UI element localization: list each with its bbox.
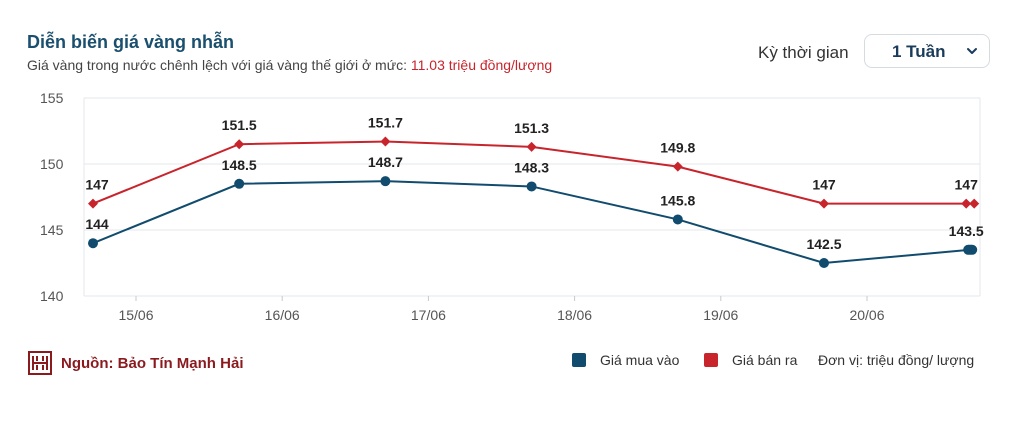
legend-swatch-buy (572, 353, 586, 367)
data-point-sell (526, 141, 537, 152)
data-point-buy (234, 178, 245, 189)
legend-label-buy: Giá mua vào (600, 352, 680, 368)
x-tick-label: 17/06 (411, 307, 446, 323)
data-point-buy (380, 176, 391, 187)
data-label-sell: 147 (85, 177, 109, 193)
data-label-buy: 145.8 (660, 192, 695, 208)
data-label-sell: 147 (955, 177, 979, 193)
legend-swatch-sell (704, 353, 718, 367)
data-label-buy: 143.5 (949, 223, 984, 239)
y-tick-label: 155 (40, 90, 64, 106)
data-point-buy (88, 238, 98, 249)
data-label-buy: 142.5 (806, 236, 841, 252)
price-gap-subtitle: Giá vàng trong nước chênh lệch với giá v… (27, 57, 552, 73)
chart-data-labels: 144 148.5 148.7 148.3 145.8 142.5 143.5 147 151.… (85, 115, 984, 252)
x-tick-label: 15/06 (118, 307, 153, 323)
period-label: Kỳ thời gian (758, 43, 849, 62)
y-tick-label: 140 (40, 288, 64, 304)
data-point-sell (380, 136, 391, 147)
period-selected-value: 1 Tuần (892, 42, 946, 61)
data-point-sell (819, 198, 829, 209)
x-tick-label: 19/06 (703, 307, 738, 323)
chevron-down-icon (967, 48, 977, 54)
data-label-buy: 144 (85, 216, 109, 232)
data-point-sell (88, 198, 98, 209)
legend-item-buy: Giá mua vào (572, 352, 679, 368)
x-tick-label: 16/06 (265, 307, 300, 323)
period-select[interactable]: 1 Tuần (864, 34, 990, 68)
chart-grid (83, 97, 981, 297)
source-text: Nguồn: Bảo Tín Mạnh Hải (61, 354, 244, 372)
data-label-sell: 149.8 (660, 140, 695, 156)
data-point-buy (526, 181, 537, 192)
data-label-buy: 148.5 (222, 157, 257, 173)
legend-label-sell: Giá bán ra (732, 352, 798, 368)
legend-item-sell: Giá bán ra (704, 352, 797, 368)
data-point-buy (819, 258, 829, 268)
subtitle-text: Giá vàng trong nước chênh lệch với giá v… (27, 57, 411, 73)
data-label-sell: 151.5 (222, 117, 257, 133)
chart-title: Diễn biến giá vàng nhẫn (27, 32, 235, 52)
data-point-sell (234, 139, 245, 150)
data-point-sell (961, 198, 980, 209)
x-tick-label: 18/06 (557, 307, 592, 323)
data-label-sell: 147 (812, 177, 836, 193)
price-gap-value: 11.03 triệu đồng/lượng (410, 57, 553, 73)
data-label-buy: 148.3 (514, 159, 549, 175)
bao-tin-manh-hai-logo-icon (28, 351, 52, 375)
unit-label: Đơn vị: triệu đồng/ lượng (818, 352, 975, 368)
source-block: Nguồn: Bảo Tín Mạnh Hải (27, 350, 243, 376)
data-label-sell: 151.7 (368, 115, 403, 131)
data-point-buy (963, 244, 978, 255)
chart-series (88, 136, 980, 268)
y-tick-label: 145 (40, 222, 64, 238)
data-point-buy (672, 214, 683, 225)
data-point-sell (672, 161, 683, 172)
chart-axes: 140 145 150 155 15/06 16/06 17/06 18/06 19/06 20/… (40, 90, 885, 323)
x-tick-label: 20/06 (849, 307, 884, 323)
data-label-buy: 148.7 (368, 154, 403, 170)
data-label-sell: 151.3 (514, 120, 549, 136)
y-tick-label: 150 (40, 156, 64, 172)
